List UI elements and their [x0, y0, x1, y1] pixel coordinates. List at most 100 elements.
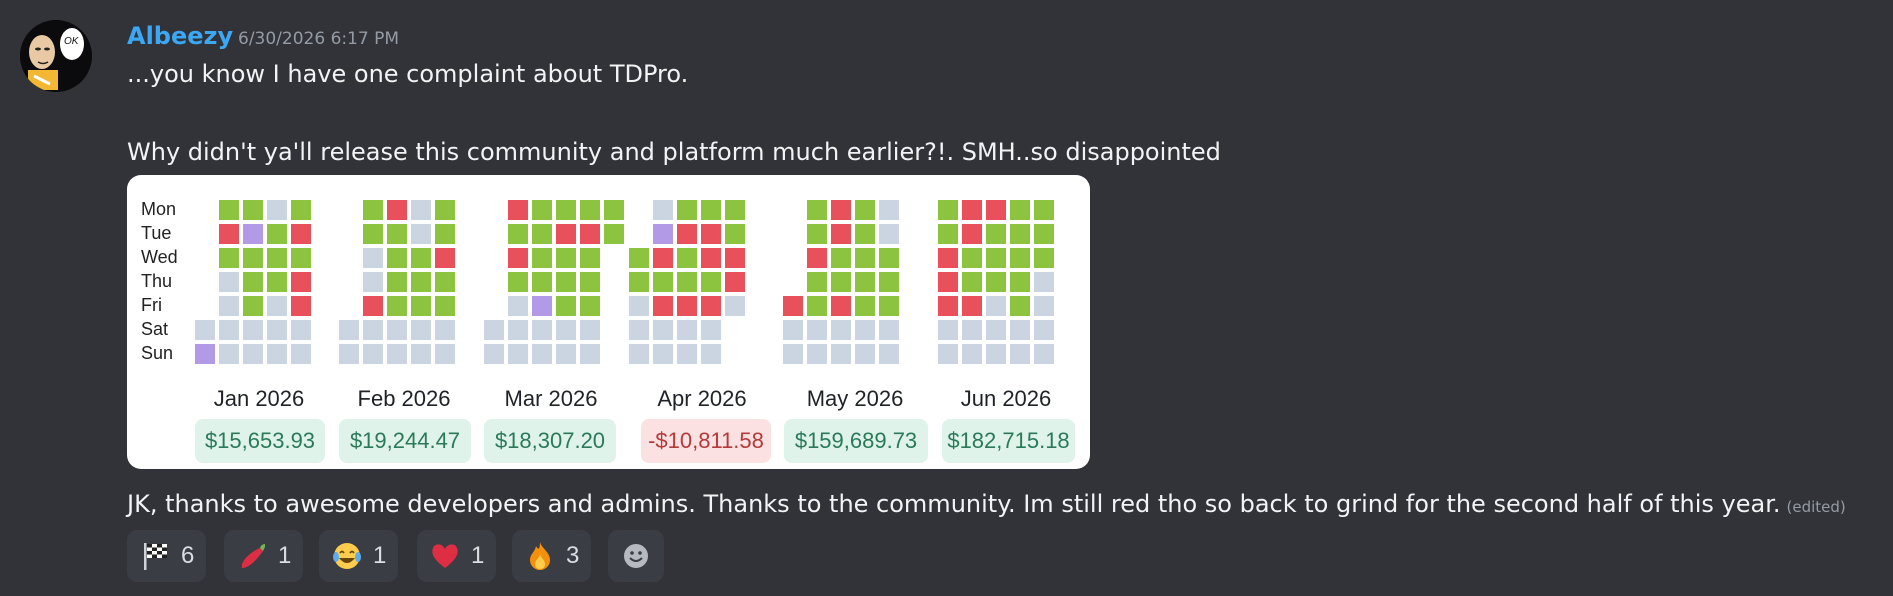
day-cell	[629, 248, 649, 268]
day-cell	[986, 296, 1006, 316]
reaction-button[interactable]: 1	[417, 530, 497, 582]
day-cell	[219, 296, 239, 316]
day-cell	[783, 320, 803, 340]
day-cell	[532, 200, 552, 220]
day-cell	[411, 272, 431, 292]
day-cell	[653, 248, 673, 268]
day-cell	[831, 296, 851, 316]
day-cell	[243, 344, 263, 364]
day-cell	[291, 344, 311, 364]
day-cell	[411, 248, 431, 268]
day-cell	[879, 344, 899, 364]
day-cell	[363, 224, 383, 244]
add-reaction-button[interactable]	[608, 530, 664, 582]
day-cell	[339, 320, 359, 340]
pnl-calendar-attachment[interactable]: Mon Tue Wed Thu Fri Sat Sun Jan 2026 $15,653.93 F…	[127, 175, 1090, 469]
day-cell	[1034, 296, 1054, 316]
day-cell	[580, 248, 600, 268]
avatar[interactable]: OK	[20, 20, 92, 92]
day-cell	[986, 272, 1006, 292]
add-reaction-icon	[620, 540, 652, 572]
day-cell	[701, 296, 721, 316]
day-cell	[267, 224, 287, 244]
day-cell	[243, 272, 263, 292]
day-cell	[363, 320, 383, 340]
day-cell	[807, 320, 827, 340]
day-cell	[556, 296, 576, 316]
day-cell	[938, 272, 958, 292]
reaction-button[interactable]: 1	[319, 530, 399, 582]
day-cell	[879, 224, 899, 244]
username[interactable]: Albeezy	[127, 22, 234, 50]
day-cell	[291, 224, 311, 244]
day-cell	[831, 344, 851, 364]
day-cell	[411, 344, 431, 364]
day-cell	[938, 320, 958, 340]
day-cell	[387, 224, 407, 244]
day-label-sat: Sat	[141, 319, 169, 339]
checkered-flag-icon	[139, 540, 171, 572]
day-cell	[387, 320, 407, 340]
day-cell	[387, 272, 407, 292]
day-cell	[938, 200, 958, 220]
day-cell	[243, 248, 263, 268]
day-cell	[1010, 200, 1030, 220]
day-cell	[363, 272, 383, 292]
day-cell	[701, 224, 721, 244]
reaction-count: 3	[566, 542, 580, 569]
day-cell	[1034, 224, 1054, 244]
day-cell	[508, 272, 528, 292]
month-label: Mar 2026	[504, 386, 598, 411]
day-cell	[435, 344, 455, 364]
chili-pepper-icon	[236, 540, 268, 572]
day-cell	[1034, 320, 1054, 340]
day-cell	[855, 272, 875, 292]
day-cell	[508, 248, 528, 268]
day-cell	[807, 296, 827, 316]
day-cell	[725, 200, 745, 220]
day-label-wed: Wed	[141, 247, 178, 267]
day-cell	[677, 248, 697, 268]
day-cell	[938, 296, 958, 316]
day-cell	[855, 224, 875, 244]
reaction-count: 6	[181, 542, 195, 569]
day-cell	[556, 344, 576, 364]
day-cell	[580, 320, 600, 340]
month-pnl-badge: -$10,811.58	[641, 419, 771, 463]
day-cell	[411, 200, 431, 220]
message-text-line-3-text: JK, thanks to awesome developers and adm…	[127, 490, 1781, 518]
day-cell	[1034, 344, 1054, 364]
day-cell	[580, 296, 600, 316]
day-cell	[267, 296, 287, 316]
day-cell	[701, 320, 721, 340]
day-label-tue: Tue	[141, 223, 172, 243]
day-cell	[363, 344, 383, 364]
day-label-sun: Sun	[141, 343, 174, 363]
day-cell	[986, 224, 1006, 244]
day-cell	[701, 200, 721, 220]
day-cell	[986, 320, 1006, 340]
month-label: May 2026	[806, 386, 904, 411]
month-label: Apr 2026	[657, 386, 747, 411]
reaction-button[interactable]: 1	[224, 530, 304, 582]
reaction-button[interactable]: 3	[512, 530, 592, 582]
day-cell	[653, 224, 673, 244]
day-cell	[1010, 248, 1030, 268]
day-cell	[725, 224, 745, 244]
day-cell	[532, 320, 552, 340]
day-cell	[629, 344, 649, 364]
day-cell	[1010, 320, 1030, 340]
day-cell	[1034, 248, 1054, 268]
day-cell	[629, 296, 649, 316]
day-cell	[1010, 272, 1030, 292]
reaction-button[interactable]: 6	[127, 530, 207, 582]
day-cell	[725, 248, 745, 268]
month-label: Feb 2026	[357, 386, 451, 411]
day-cell	[219, 320, 239, 340]
day-cell	[195, 320, 215, 340]
day-cell	[580, 272, 600, 292]
day-cell	[629, 320, 649, 340]
day-cell	[725, 272, 745, 292]
day-cell	[986, 200, 1006, 220]
day-cell	[1034, 200, 1054, 220]
